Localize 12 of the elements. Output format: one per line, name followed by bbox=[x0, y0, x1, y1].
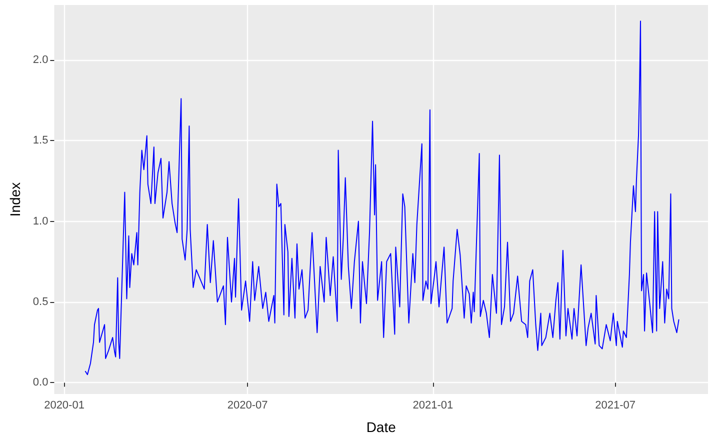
x-tick-label: 2020-07 bbox=[227, 400, 268, 412]
x-tick-label: 2021-01 bbox=[412, 400, 454, 412]
x-tick-label: 2021-07 bbox=[595, 400, 636, 412]
x-axis-title: Date bbox=[366, 419, 396, 435]
y-tick-label: 2.0 bbox=[32, 54, 48, 66]
x-tick-label: 2020-01 bbox=[44, 400, 84, 412]
y-tick-label: 1.5 bbox=[32, 134, 48, 147]
y-axis-title: Index bbox=[7, 182, 23, 217]
y-tick-label: 0.5 bbox=[32, 296, 48, 308]
y-tick-label: 0.0 bbox=[32, 376, 48, 389]
y-tick-label: 1.0 bbox=[32, 215, 48, 228]
line-series bbox=[84, 20, 680, 376]
